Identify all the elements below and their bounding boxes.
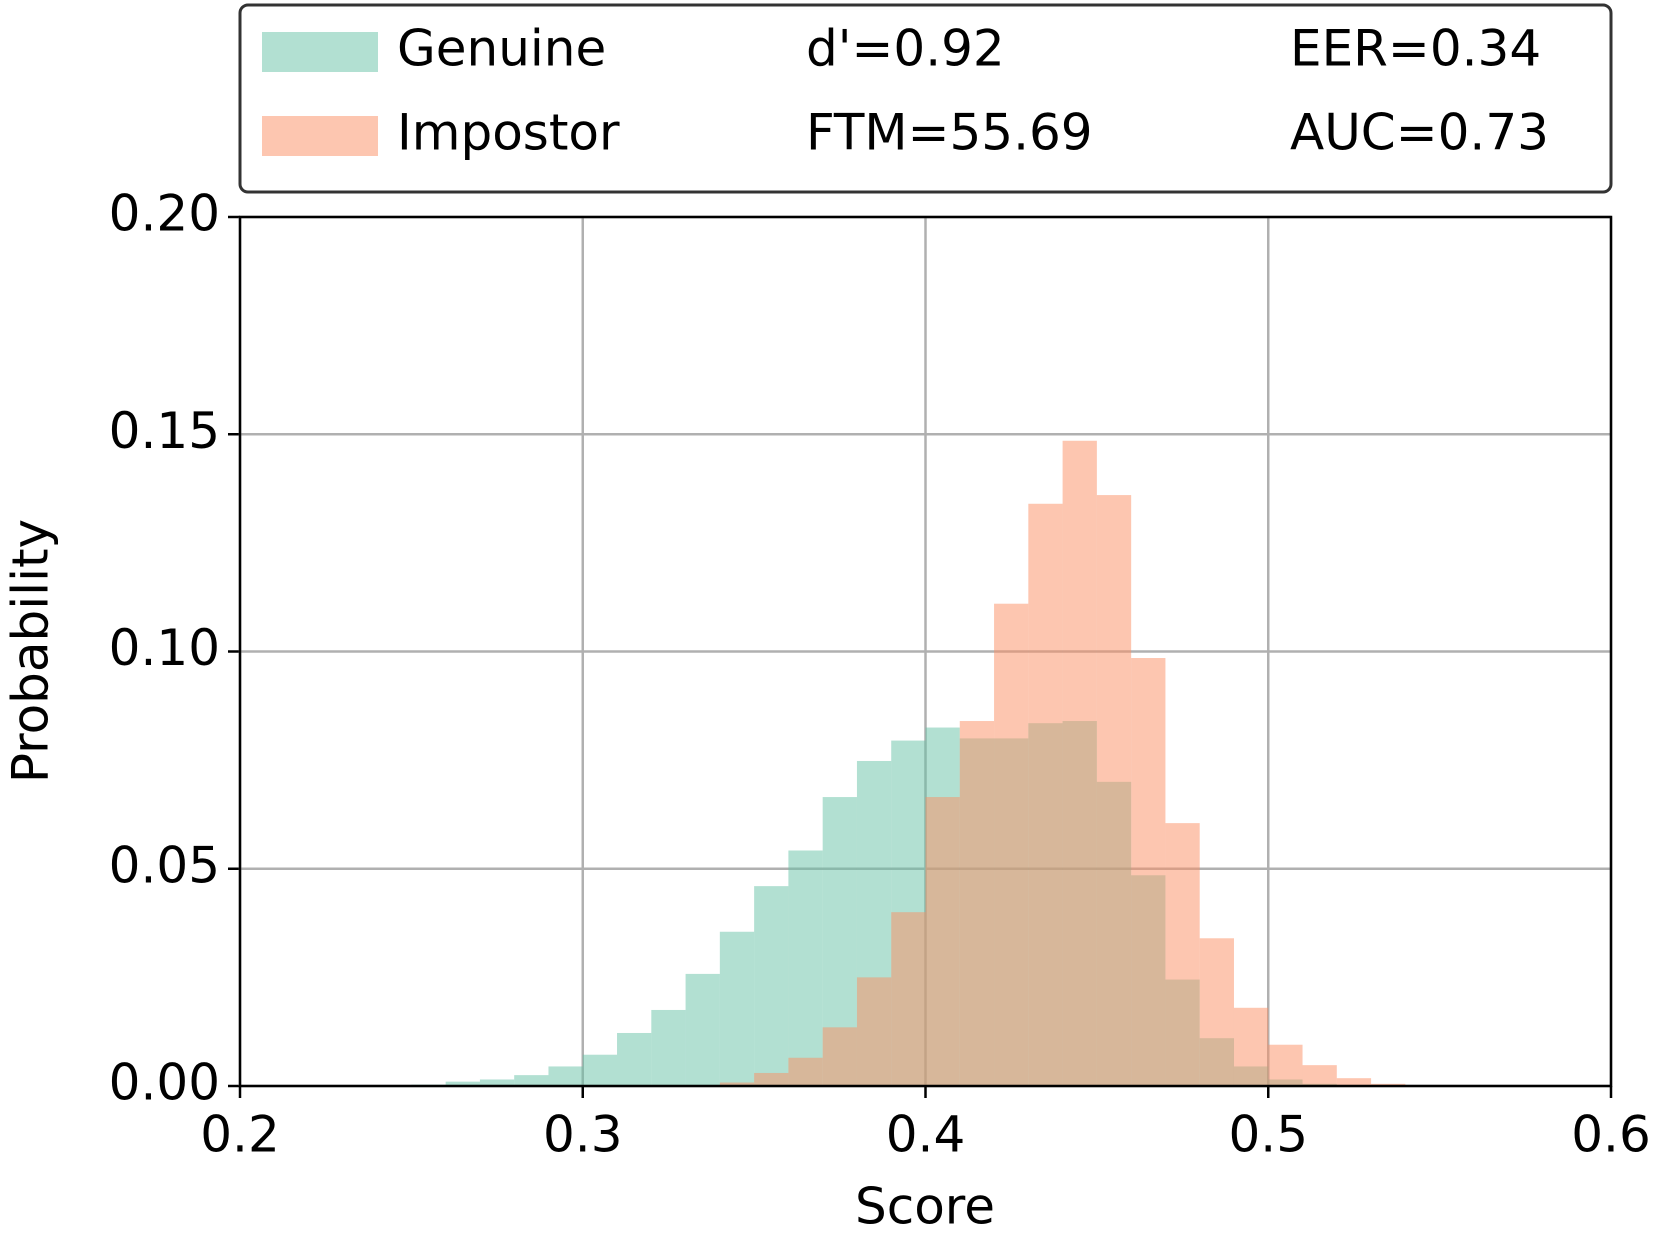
histogram-bar	[1131, 658, 1166, 1086]
histogram-bar	[1028, 503, 1063, 1086]
x-axis-label: Score	[855, 1178, 995, 1236]
histogram-bar	[1336, 1078, 1372, 1086]
annotation: EER=0.34	[1290, 20, 1541, 78]
histogram-bar	[754, 886, 789, 1086]
y-axis-label: Probability	[2, 519, 60, 783]
histogram-bar	[445, 1081, 480, 1086]
histogram-bar	[994, 603, 1029, 1086]
legend-swatch	[262, 116, 378, 156]
histogram-bar	[754, 1072, 789, 1086]
annotation: d'=0.92	[806, 20, 1005, 78]
histogram-bar	[514, 1075, 549, 1086]
y-tick-label: 0.20	[109, 185, 220, 243]
y-tick-label: 0.15	[109, 402, 220, 460]
legend-box	[238, 3, 1613, 194]
annotation: AUC=0.73	[1290, 104, 1549, 162]
histogram-bar	[548, 1066, 583, 1086]
histogram-bar	[959, 721, 995, 1086]
histogram-bar	[925, 797, 960, 1086]
histogram-bar	[719, 1082, 755, 1086]
x-tick-label: 0.2	[200, 1106, 280, 1164]
histogram-bar	[582, 1054, 618, 1086]
x-tick-label: 0.3	[543, 1106, 623, 1164]
histogram-bar	[788, 850, 823, 1086]
histogram-bar	[479, 1079, 515, 1086]
y-tick-label: 0.10	[109, 619, 220, 677]
histogram-bar	[719, 931, 755, 1086]
x-tick-label: 0.4	[886, 1106, 966, 1164]
histogram-bar	[822, 1027, 857, 1086]
legend-swatch	[262, 32, 378, 72]
histogram-bar	[1268, 1044, 1303, 1086]
y-tick-label: 0.00	[109, 1054, 220, 1112]
y-tick-label: 0.05	[109, 836, 220, 894]
legend-label: Impostor	[397, 104, 620, 162]
plot-frame	[238, 215, 1613, 1088]
histogram-bar	[856, 977, 892, 1086]
annotation: FTM=55.69	[806, 104, 1093, 162]
x-tick-label: 0.5	[1228, 1106, 1308, 1164]
legend-label: Genuine	[397, 20, 606, 78]
histogram-bar	[1096, 495, 1132, 1087]
histogram-bar	[685, 973, 720, 1086]
histogram-bar	[1199, 938, 1234, 1086]
histogram-bar	[788, 1057, 823, 1086]
histogram-bar	[1062, 440, 1097, 1087]
histogram-bar	[651, 1009, 686, 1086]
histogram-bar	[1233, 1007, 1269, 1086]
histogram-bar	[1302, 1065, 1337, 1086]
histogram-bar	[1165, 823, 1200, 1086]
histogram-bar	[617, 1032, 652, 1086]
x-tick-label: 0.6	[1571, 1106, 1651, 1164]
histogram-bar	[891, 912, 926, 1086]
